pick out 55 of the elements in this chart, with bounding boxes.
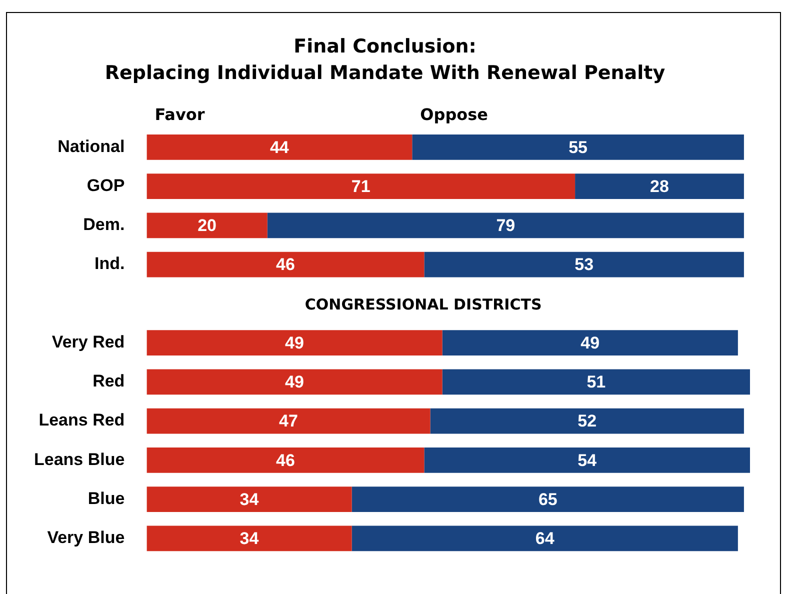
data-label: 52 — [578, 412, 597, 431]
data-label: 34 — [240, 490, 260, 509]
data-label: 53 — [574, 255, 594, 274]
data-label: 44 — [270, 138, 290, 157]
series-label: Oppose — [420, 104, 488, 124]
bar — [146, 134, 412, 160]
y-tick-label: Blue — [88, 488, 125, 508]
bar — [146, 174, 576, 200]
bar — [442, 330, 738, 356]
bar — [424, 252, 744, 278]
data-label: 49 — [285, 372, 304, 392]
series-label: Favor — [154, 104, 205, 124]
data-label: 46 — [276, 255, 295, 274]
chart-title: Final Conclusion: — [294, 35, 476, 58]
y-tick-label: National — [58, 136, 125, 156]
data-label: 55 — [568, 138, 588, 157]
data-label: 64 — [535, 529, 555, 548]
data-label: 49 — [580, 333, 600, 352]
bar — [267, 212, 744, 238]
bar — [430, 408, 744, 434]
data-label: 79 — [496, 216, 516, 236]
data-label: 47 — [279, 412, 298, 431]
bar — [352, 486, 744, 512]
bar — [575, 174, 744, 200]
y-tick-label: Leans Red — [38, 410, 125, 430]
bar — [146, 369, 442, 395]
bar — [352, 526, 738, 552]
bar — [146, 330, 442, 356]
data-label: 34 — [240, 529, 260, 548]
bar — [146, 252, 424, 278]
data-label: 20 — [198, 216, 216, 236]
data-label: 54 — [578, 450, 598, 470]
y-tick-label: Ind. — [94, 254, 125, 274]
y-tick-label: Very Red — [52, 332, 125, 352]
y-tick-label: Very Blue — [47, 528, 125, 548]
chart-subtitle: Replacing Individual Mandate With Renewal Penalty — [104, 62, 666, 84]
y-tick-label: GOP — [86, 176, 125, 195]
data-label: 65 — [538, 490, 558, 509]
data-label: 51 — [586, 372, 606, 392]
y-tick-label: Leans Blue — [34, 450, 125, 469]
bar — [146, 526, 352, 552]
bar — [146, 212, 268, 238]
y-tick-label: Red — [92, 372, 125, 391]
data-label: 28 — [650, 176, 669, 196]
data-label: 49 — [285, 333, 304, 352]
bar — [146, 486, 352, 512]
bar — [146, 447, 424, 473]
data-label: 46 — [276, 450, 295, 470]
bar — [442, 369, 750, 395]
bar — [424, 447, 750, 473]
bar — [146, 408, 430, 434]
bar — [412, 134, 744, 160]
data-label: 71 — [351, 176, 370, 196]
y-tick-label: Dem. — [83, 215, 125, 234]
annotation: CONGRESSIONAL DISTRICTS — [304, 296, 542, 314]
